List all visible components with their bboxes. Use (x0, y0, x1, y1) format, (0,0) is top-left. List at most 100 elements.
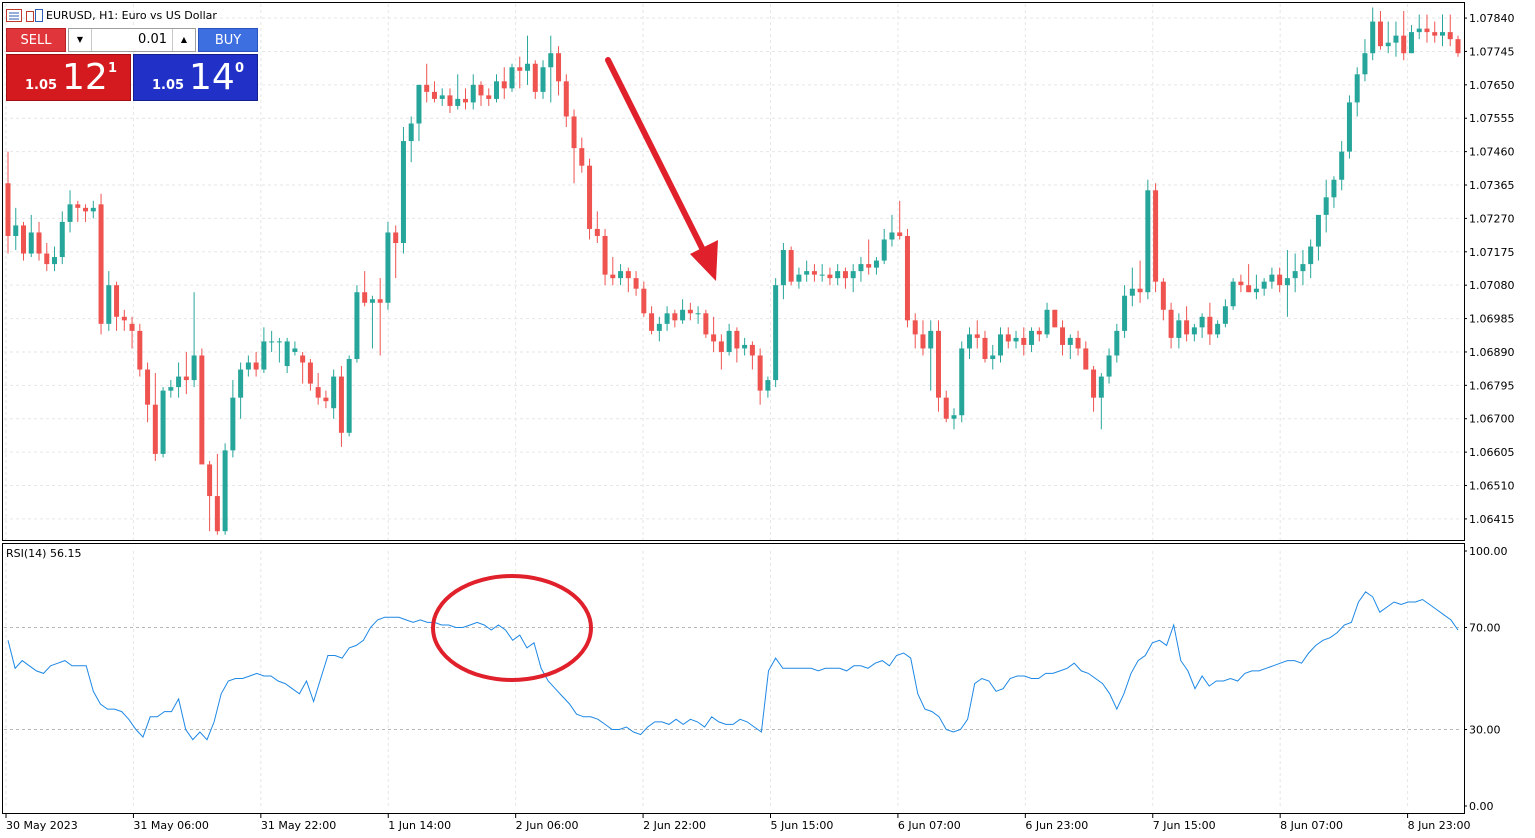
rsi-axis-label: 0.00 (1469, 800, 1494, 813)
candle-body (548, 53, 554, 68)
candle-body (974, 334, 980, 338)
candle-body (90, 207, 96, 212)
one-click-trading-panel: SELL ▼ 0.01 ▲ BUY 1.05 12 1 1.05 14 0 (6, 28, 258, 102)
time-axis-label: 6 Jun 07:00 (898, 819, 961, 832)
candle-body (1129, 288, 1135, 296)
candle-body (618, 271, 624, 279)
candle-body (1044, 309, 1050, 335)
candle-body (1315, 214, 1321, 247)
price-axis-label: 1.06795 (1469, 379, 1515, 392)
candle-body (52, 257, 58, 265)
candle-body (1323, 197, 1329, 215)
candle-body (1370, 21, 1376, 54)
candle-body (765, 380, 771, 391)
candle-body (850, 271, 856, 279)
candle-body (1052, 309, 1058, 328)
volume-stepper[interactable]: ▼ 0.01 ▲ (68, 28, 196, 52)
volume-decrease-button[interactable]: ▼ (69, 29, 92, 51)
candle-body (641, 288, 647, 314)
price-axis-label: 1.06890 (1469, 346, 1515, 359)
candle-body (563, 81, 569, 117)
price-axis-label: 1.07080 (1469, 279, 1515, 292)
candle-body (292, 348, 298, 352)
candle-body (1416, 28, 1422, 33)
candle-body (835, 271, 841, 279)
candle-body (486, 95, 492, 99)
candle-body (462, 98, 468, 103)
candle-body (1145, 190, 1151, 293)
candle-body (1083, 348, 1089, 370)
candle-body (1246, 285, 1252, 293)
buy-price-button[interactable]: 1.05 14 0 (133, 54, 258, 101)
candle-body (230, 397, 236, 451)
price-axis-label: 1.07555 (1469, 112, 1515, 125)
trade-panel-icon[interactable] (26, 8, 43, 22)
time-axis-label: 6 Jun 23:00 (1025, 819, 1088, 832)
candle-body (610, 274, 616, 279)
candle-body (1393, 35, 1399, 43)
candle-body (431, 91, 437, 99)
candle-body (1277, 274, 1283, 286)
window-list-icon[interactable] (6, 8, 22, 22)
volume-input[interactable]: 0.01 (138, 32, 167, 47)
candle-body (1036, 330, 1042, 335)
candle-body (695, 313, 701, 315)
candle-body (160, 390, 166, 454)
time-axis-label: 1 Jun 14:00 (388, 819, 451, 832)
candle-body (276, 341, 282, 343)
candle-body (106, 285, 112, 324)
sell-button[interactable]: SELL (6, 28, 66, 52)
candle-body (145, 369, 151, 405)
candle-body (494, 81, 500, 99)
candle-body (649, 313, 655, 331)
candle-body (711, 334, 717, 342)
candle-body (1230, 281, 1236, 307)
candle-body (1401, 35, 1407, 54)
candle-body (300, 355, 306, 363)
price-axis-label: 1.06605 (1469, 446, 1515, 459)
candle-body (501, 81, 507, 89)
candle-body (1184, 320, 1190, 335)
rsi-layer (7, 591, 1459, 741)
candle-body (377, 299, 383, 303)
candle-body (920, 334, 926, 349)
candle-body (129, 323, 135, 331)
candle-body (796, 274, 802, 282)
time-axis-label: 31 May 06:00 (133, 819, 208, 832)
candle-body (470, 84, 476, 103)
candle-body (307, 362, 313, 384)
buy-button[interactable]: BUY (198, 28, 258, 52)
candle-body (1385, 42, 1391, 47)
candle-body (873, 260, 879, 268)
candle-body (1160, 281, 1166, 310)
candle-body (1377, 21, 1383, 47)
price-axis-label: 1.06415 (1469, 513, 1515, 526)
sell-price-button[interactable]: 1.05 12 1 (6, 54, 131, 101)
candle-body (1013, 337, 1019, 342)
candle-body (1408, 32, 1414, 54)
candle-body (1005, 334, 1011, 342)
candle-body (1346, 102, 1352, 152)
candle-body (532, 63, 538, 92)
candle-body (1199, 316, 1205, 328)
candle-body (602, 235, 608, 275)
candle-body (827, 274, 833, 279)
candle-body (1207, 316, 1213, 335)
candle-body (594, 228, 600, 236)
candle-body (393, 232, 399, 244)
candle-body (207, 464, 213, 497)
candle-body (773, 285, 779, 381)
candle-body (369, 299, 375, 303)
candle-body (726, 330, 732, 352)
candle-body (1215, 323, 1221, 335)
candle-body (998, 334, 1004, 356)
time-axis-label: 5 Jun 15:00 (770, 819, 833, 832)
candle-body (21, 225, 27, 254)
candle-body (1354, 74, 1360, 103)
volume-increase-button[interactable]: ▲ (172, 29, 195, 51)
candle-body (1455, 39, 1461, 54)
candle-body (59, 221, 65, 258)
candle-body (804, 271, 810, 275)
price-axis-label: 1.07365 (1469, 179, 1515, 192)
